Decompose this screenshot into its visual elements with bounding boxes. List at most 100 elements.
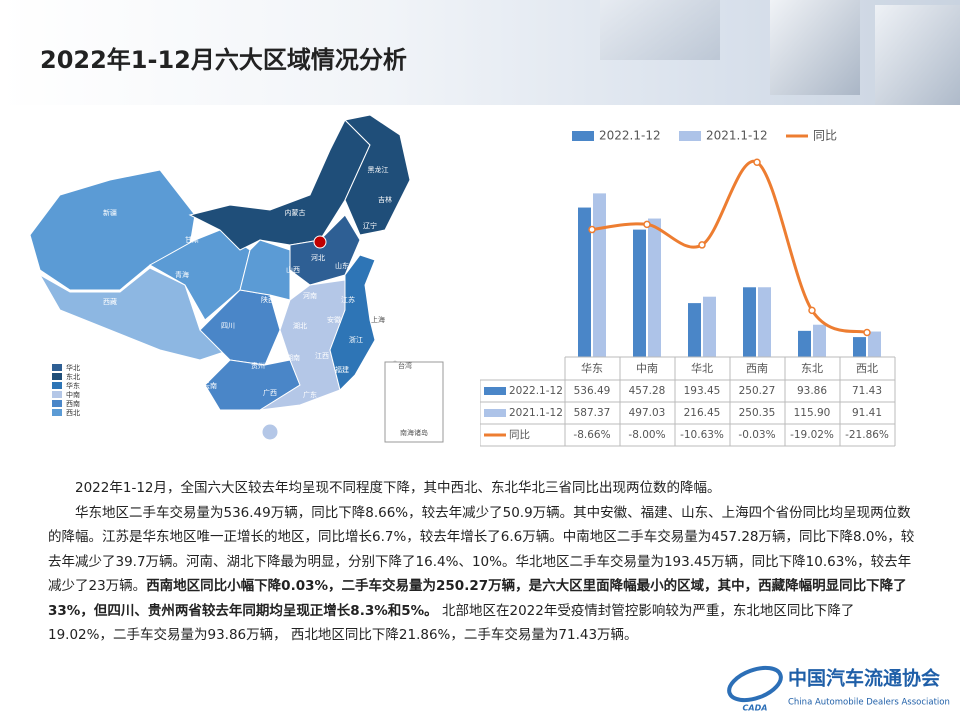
text-run: 华东地区二手车交易量为536.49万辆，同比下降8.66%，较去年减少了50.9… — [48, 504, 915, 595]
map-label: 广东 — [303, 390, 317, 399]
x-tick-label: 中南 — [636, 362, 658, 375]
logo-mark: CADA — [743, 704, 768, 713]
table-value: 216.45 — [684, 407, 721, 419]
legend-label: 2021.1-12 — [706, 129, 768, 143]
map-label: 湖北 — [293, 321, 307, 330]
legend-swatch — [52, 409, 62, 416]
map-label: 上海 — [371, 315, 385, 324]
map-label: 广西 — [263, 388, 277, 397]
legend-label: 西南 — [66, 399, 80, 408]
map-label: 黑龙江 — [368, 165, 389, 174]
bar — [868, 331, 881, 357]
legend-label: 西北 — [66, 409, 80, 417]
map-label: 河南 — [303, 291, 317, 300]
table-value: 457.28 — [629, 385, 666, 397]
map-label: 云南 — [203, 381, 217, 390]
text-run: 北部地区在2022年受疫情封管控影响较为严重，东北地区同比下降了19.02%，二… — [48, 602, 855, 644]
table-value: -19.02% — [790, 429, 834, 441]
map-label: 台湾 — [398, 361, 412, 370]
table-key — [484, 409, 506, 417]
paragraph: 2022年1-12月，全国六大区较去年均呈现不同程度下降，其中西北、东北华北三省… — [75, 480, 721, 496]
map-label: 山东 — [335, 261, 349, 270]
map-label: 陕西 — [261, 295, 275, 304]
table-value: 587.37 — [574, 407, 611, 419]
inset-frame — [384, 361, 444, 443]
region-map: 新疆 西藏 青海 甘肃 内蒙古 黑龙江 吉林 辽宁 四川 云南 贵州 陕西 山西… — [29, 114, 444, 443]
bar — [743, 287, 756, 357]
map-label: 贵州 — [251, 361, 265, 370]
x-tick-label: 西北 — [856, 362, 878, 375]
line-marker — [863, 328, 871, 337]
line-marker — [808, 306, 816, 315]
line-marker — [698, 241, 706, 249]
legend-label: 华北 — [66, 363, 80, 372]
table-value: 93.86 — [797, 385, 827, 397]
legend-swatch — [52, 373, 62, 380]
bar — [633, 229, 646, 357]
table-value: 250.27 — [739, 385, 776, 397]
table-value: 536.49 — [574, 385, 611, 397]
line-marker — [588, 225, 596, 234]
map-label: 山西 — [286, 265, 300, 274]
bar — [813, 324, 826, 357]
table-value: 193.45 — [684, 385, 721, 397]
body-text: 2022年1-12月，全国六大区较去年均呈现不同程度下降，其中西北、东北华北三省… — [48, 476, 918, 648]
bar — [648, 218, 661, 357]
header-band: 2022年1-12月六大区域情况分析 — [0, 0, 960, 105]
table-value: 71.43 — [852, 385, 882, 397]
logo: CADA 中国汽车流通协会 China Automobile Dealers A… — [727, 665, 950, 713]
table-value: -21.86% — [845, 429, 889, 441]
text-run-bold: 西南地区同比小幅下降0.03%，二手车交易量为250.27万辆，是六大区里面降幅… — [48, 578, 907, 619]
bar — [593, 193, 606, 357]
map-label: 福建 — [335, 365, 349, 374]
map-label: 甘肃 — [185, 235, 199, 244]
table-value: -8.66% — [573, 429, 610, 441]
x-tick-label: 东北 — [801, 362, 823, 375]
legend-swatch — [52, 382, 62, 389]
table-value: 115.90 — [794, 407, 831, 419]
map-label: 内蒙古 — [285, 208, 306, 217]
legend-label: 华东 — [66, 381, 80, 390]
line-marker — [753, 158, 761, 166]
bar — [758, 287, 771, 357]
table-value: -8.00% — [628, 429, 665, 441]
legend-label: 2022.1-12 — [599, 129, 661, 143]
map-label: 浙江 — [349, 335, 363, 344]
legend-label: 东北 — [66, 372, 80, 381]
map-label: 江苏 — [341, 295, 355, 304]
map-label: 安徽 — [327, 315, 341, 324]
map-label: 四川 — [221, 322, 235, 330]
map-label: 新疆 — [103, 208, 117, 217]
paragraph: 华东地区二手车交易量为536.49万辆，同比下降8.66%，较去年减少了50.9… — [48, 501, 918, 648]
legend-key — [572, 131, 594, 141]
map-label: 青海 — [175, 270, 189, 279]
line-marker — [643, 220, 651, 229]
map-label: 辽宁 — [363, 221, 377, 230]
x-tick-label: 华北 — [691, 361, 713, 375]
table-value: 250.35 — [739, 407, 776, 419]
legend-label: 同比 — [813, 129, 837, 143]
table-value: -0.03% — [738, 429, 775, 441]
header-decoration — [600, 0, 960, 105]
bar — [688, 303, 701, 357]
x-tick-label: 华东 — [581, 361, 603, 375]
map-label: 湖南 — [286, 353, 300, 362]
x-tick-label: 西南 — [746, 362, 768, 375]
table-key — [484, 387, 506, 395]
table-row-label: 2022.1-12 — [509, 385, 563, 397]
bar — [578, 207, 591, 357]
legend-swatch — [52, 364, 62, 371]
legend-label: 中南 — [66, 390, 80, 399]
map-label: 西藏 — [103, 297, 117, 306]
table-value: 91.41 — [852, 407, 882, 419]
bar — [798, 330, 811, 357]
map-label: 吉林 — [378, 195, 392, 204]
legend-key — [679, 131, 701, 141]
map-label: 江西 — [315, 352, 329, 360]
map-label: 南海诸岛 — [400, 428, 428, 437]
bar — [853, 337, 866, 357]
logo-en: China Automobile Dealers Association — [788, 698, 950, 708]
slide-title: 2022年1-12月六大区域情况分析 — [40, 46, 407, 74]
